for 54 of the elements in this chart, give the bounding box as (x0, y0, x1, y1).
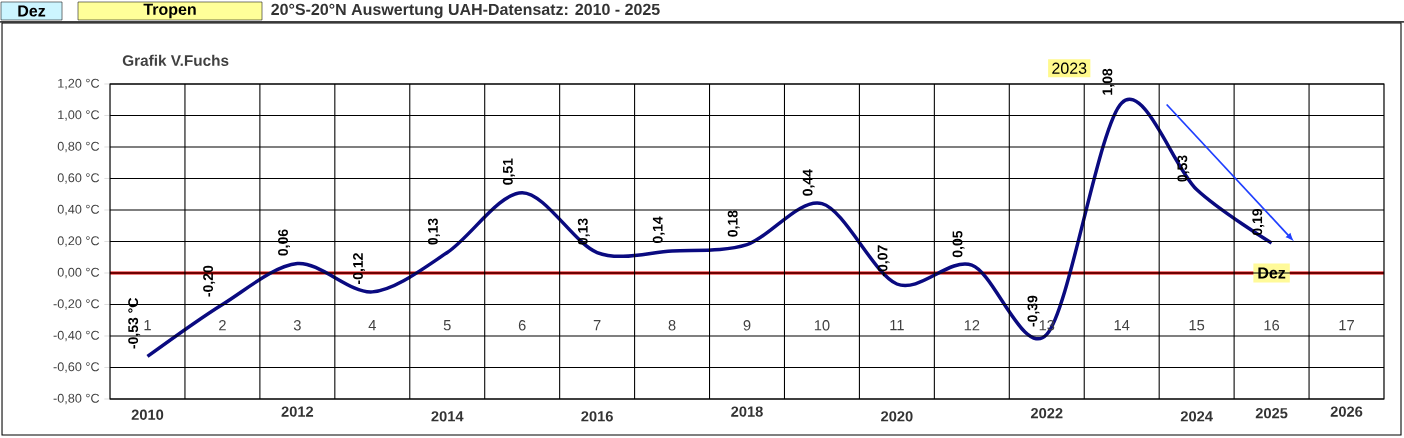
x-tick-label: 12 (964, 320, 980, 331)
data-label: 0,19 (1252, 208, 1265, 236)
data-label: -0,20 (203, 265, 216, 297)
x-tick-label: 8 (668, 320, 676, 331)
text: 2023 (1052, 62, 1087, 74)
data-label: 0,13 (427, 218, 440, 245)
y-tick-label: 1,00 °C (58, 110, 100, 121)
y-tick-label: -0,40 °C (53, 330, 100, 342)
y-tick-label: -0,20 °C (53, 299, 100, 310)
y-tick-label: 0,20 °C (57, 236, 100, 247)
data-label: 0,06 (278, 229, 291, 256)
x-tick-label: 15 (1189, 320, 1205, 331)
text: 2018 (731, 406, 763, 417)
data-label: 0,18 (727, 210, 740, 237)
text: 2010 (131, 409, 164, 420)
x-tick-label: 3 (293, 320, 301, 331)
y-tick-label: -0,60 °C (53, 362, 100, 373)
text: 2012 (281, 406, 314, 417)
x-tick-label: 2 (219, 320, 226, 331)
text: 2026 (1330, 406, 1363, 417)
text: 2016 (581, 411, 613, 422)
y-tick-label: -0,80 °C (53, 393, 100, 405)
x-tick-label: 6 (518, 320, 526, 331)
x-tick-label: 5 (443, 320, 451, 331)
x-tick-label: 7 (593, 320, 601, 331)
x-tick-label: 10 (814, 320, 830, 331)
data-label: 0,13 (577, 218, 590, 245)
x-tick-label: 1 (144, 320, 151, 331)
text: Tropen (143, 3, 196, 19)
x-tick-label: 4 (368, 320, 376, 331)
y-tick-label: 0,80 °C (57, 141, 100, 153)
ref-line-label: Dez (1258, 267, 1286, 279)
x-tick-label: 17 (1339, 320, 1354, 331)
y-tick-label: 1,20 °C (58, 78, 100, 90)
data-label: 0,53 (1177, 155, 1190, 182)
text: Grafik V.Fuchs (122, 54, 229, 66)
x-tick-label: 14 (1114, 320, 1130, 331)
chart-title: 20°S-20°N Auswertung UAH-Datensatz: 2010 - 2025 (271, 3, 660, 19)
data-label: 1,08 (1102, 68, 1115, 95)
y-tick-label: 0,00 °C (57, 267, 100, 279)
text: 2014 (431, 411, 464, 422)
data-label: -0,07 (877, 245, 890, 277)
text: 2020 (881, 411, 913, 422)
text: 2022 (1030, 407, 1063, 419)
y-tick-label: 0,60 °C (57, 173, 100, 184)
y-tick-label: 0,40 °C (57, 204, 100, 216)
x-tick-label: 16 (1264, 320, 1280, 331)
x-tick-label: 9 (743, 320, 751, 331)
data-label: 0,05 (952, 230, 965, 258)
data-label: -0,12 (353, 253, 365, 284)
text: 2025 (1255, 407, 1288, 419)
x-tick-label: 11 (890, 320, 904, 331)
text: Dez (18, 5, 46, 17)
text: 2024 (1180, 411, 1213, 422)
